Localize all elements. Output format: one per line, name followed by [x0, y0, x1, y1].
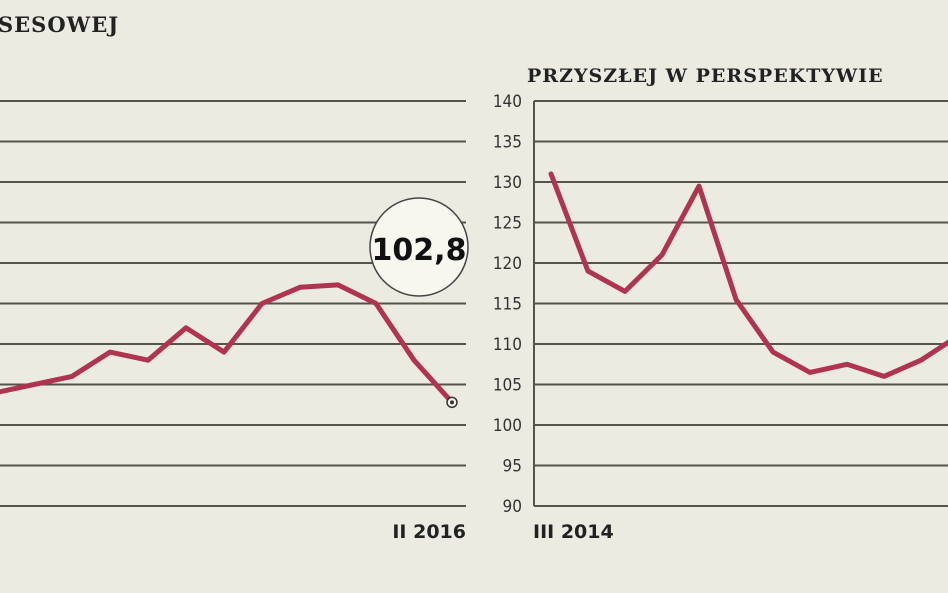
y-tick-label: 140	[493, 92, 522, 112]
right-y-tick-labels: 140 135 130 125 120 115 110 105 100 95 90	[493, 92, 522, 517]
y-tick-label: 125	[493, 214, 522, 234]
value-callout-label: 102,8	[372, 233, 467, 268]
left-x-end-label: II 2016	[392, 521, 466, 543]
y-tick-label: 95	[503, 457, 522, 477]
left-chart-title: SESOWEJ	[0, 12, 119, 37]
y-tick-label: 100	[493, 416, 522, 436]
left-chart: SESOWEJ 102,8 II 2016	[0, 12, 469, 543]
y-tick-label: 115	[493, 295, 522, 315]
left-gridlines	[0, 100, 466, 507]
y-tick-label: 120	[493, 254, 522, 274]
y-tick-label: 130	[493, 173, 522, 193]
y-tick-label: 110	[493, 335, 522, 355]
right-chart-title: PRZYSZŁEJ W PERSPEKTYWIE	[527, 65, 884, 87]
y-tick-label: 90	[503, 497, 522, 517]
right-x-start-label: III 2014	[533, 521, 614, 543]
left-series-line	[0, 282, 455, 405]
right-chart: PRZYSZŁEJ W PERSPEKTYWIE 140 135 130 125 120…	[493, 65, 948, 543]
y-tick-label: 135	[493, 133, 522, 153]
left-end-marker	[446, 396, 458, 409]
y-tick-label: 105	[493, 376, 522, 396]
value-callout: 102,8	[369, 197, 469, 297]
right-series-line	[548, 171, 948, 379]
